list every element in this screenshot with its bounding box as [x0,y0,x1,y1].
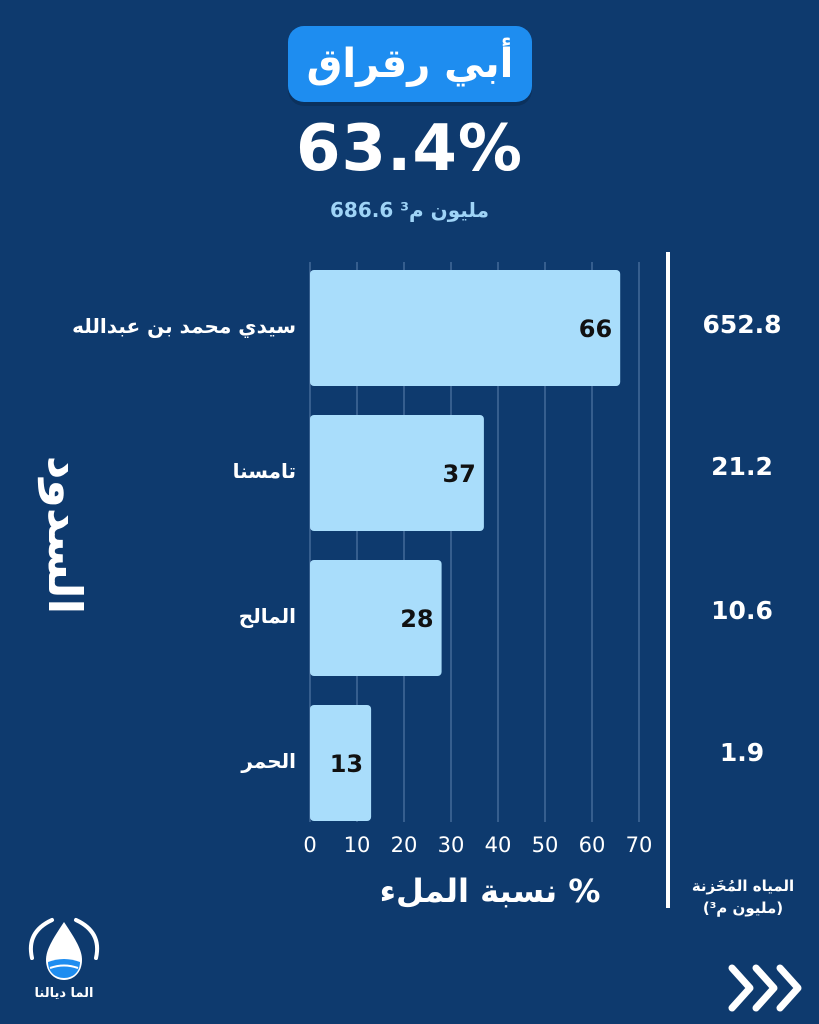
x-tick-label-3: 30 [438,833,465,857]
dam-label-4: الحمر [241,749,296,773]
x-tick-label-5: 50 [532,833,559,857]
bar-4 [310,705,372,821]
x-tick-label-0: 0 [303,833,316,857]
x-axis-title: نسبة الملء % [379,872,601,910]
column-divider [666,252,670,908]
x-tick-label-1: 10 [344,833,371,857]
stored-water-title: المياه المُخَزنة (مليون م³) [672,876,814,920]
x-tick-label-7: 70 [626,833,653,857]
overall-volume: 686.6 مليون م³ [330,198,489,222]
bar-1 [310,270,621,386]
brand-logo-text: الما ديالنا [34,986,94,1001]
x-tick-label-2: 20 [391,833,418,857]
stored-volume-1: 652.8 [702,310,782,339]
stored-water-title-line2: (مليون م³) [702,898,784,917]
dam-label-2: تامسنا [232,459,296,483]
x-tick-label-6: 60 [579,833,606,857]
bar-3 [310,560,442,676]
stored-volume-4: 1.9 [719,738,765,767]
bar-2 [310,415,484,531]
stored-water-title-line1: المياه المُخَزنة [691,877,795,895]
overall-fill-percent: 63.4% [295,112,524,186]
bar-value-label-4: 13 [330,750,363,778]
water-drop-logo-icon [29,918,99,980]
bar-value-label-1: 66 [579,315,612,343]
dam-label-1: سيدي محمد بن عبدالله [72,314,296,338]
dam-label-3: المالح [238,604,296,628]
dam-basin-title: أبي رقراق [288,26,532,102]
x-tick-label-4: 40 [485,833,512,857]
stored-volume-3: 10.6 [711,596,773,625]
bar-value-label-2: 37 [442,460,475,488]
stored-volume-2: 21.2 [711,452,773,481]
bar-value-label-3: 28 [400,605,433,633]
next-page-chevrons-icon[interactable] [726,962,806,1014]
